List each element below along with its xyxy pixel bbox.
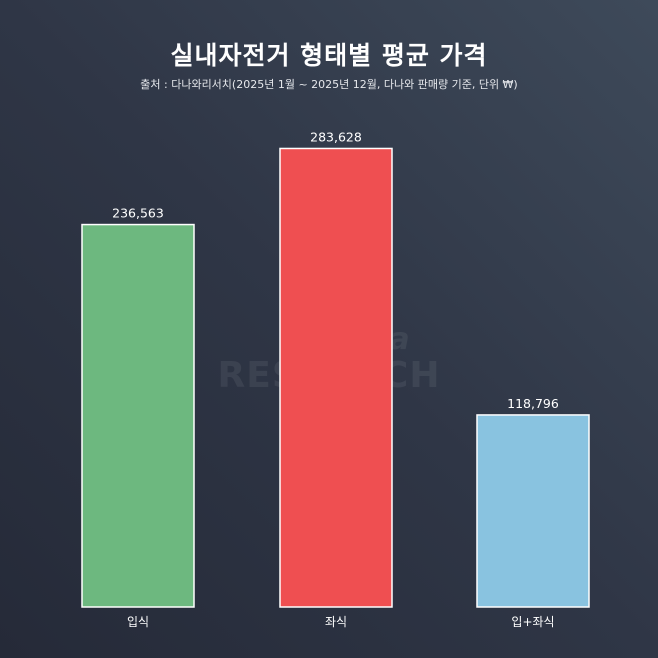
bar-value-label-3: 118,796: [507, 396, 559, 411]
bar-2: [279, 147, 393, 608]
chart-title: 실내자전거 형태별 평균 가격: [170, 41, 488, 70]
category-label-1: 입식: [127, 615, 149, 629]
bar-1: [81, 223, 195, 608]
category-label-3: 입+좌식: [511, 615, 554, 629]
bar-value-label-1: 236,563: [112, 206, 164, 221]
bar-value-label-2: 283,628: [310, 129, 362, 144]
chart-subtitle: 출처 : 다나와리서치(2025년 1월 ~ 2025년 12월, 다나와 판매…: [140, 78, 518, 91]
category-label-2: 좌식: [325, 615, 347, 629]
bar-3: [476, 414, 590, 608]
